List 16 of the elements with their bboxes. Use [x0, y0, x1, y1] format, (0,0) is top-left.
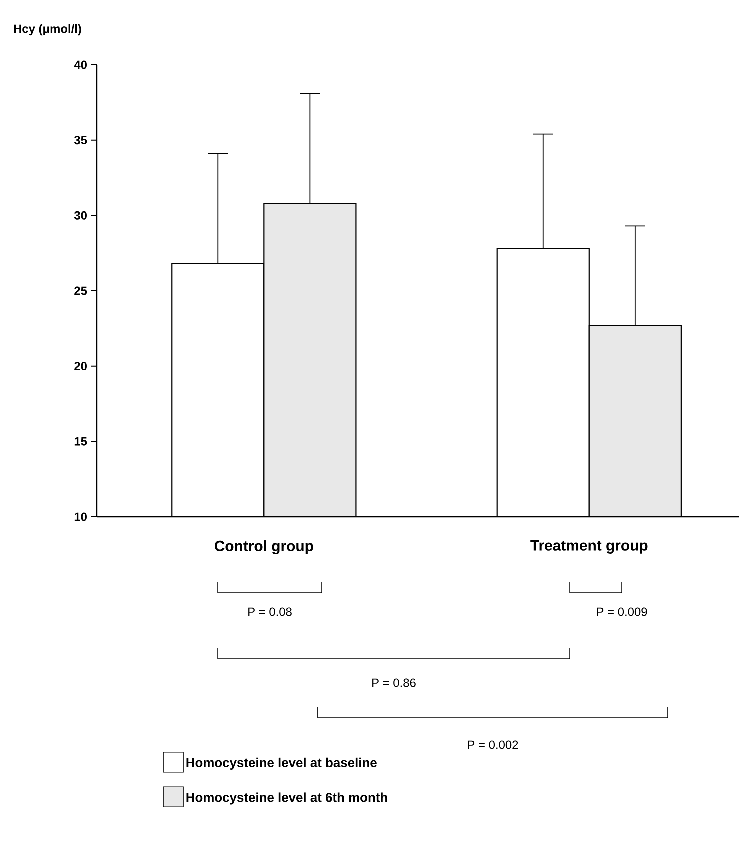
legend-label: Homocysteine level at 6th month — [186, 792, 388, 805]
y-tick-label: 20 — [74, 362, 87, 371]
text: P = 0.86 — [372, 678, 416, 688]
text: P = 0.08 — [248, 608, 292, 616]
y-tick-label: 10 — [74, 512, 87, 522]
y-tick-label: 30 — [74, 211, 87, 220]
text: P = 0.002 — [468, 740, 518, 750]
x-tick-label: Control group — [214, 540, 314, 555]
y-tick-label: 40 — [74, 60, 87, 70]
text: P = 0.009 — [597, 608, 648, 616]
legend-label: Homocysteine level at baseline — [186, 758, 377, 770]
y-tick-label: 15 — [74, 437, 88, 446]
x-tick-label: Treatment group — [530, 540, 648, 554]
y-tick-label: 35 — [74, 136, 88, 145]
y-axis-title: Hcy (μmol/l) — [14, 24, 82, 36]
y-tick-label: 25 — [74, 286, 88, 296]
